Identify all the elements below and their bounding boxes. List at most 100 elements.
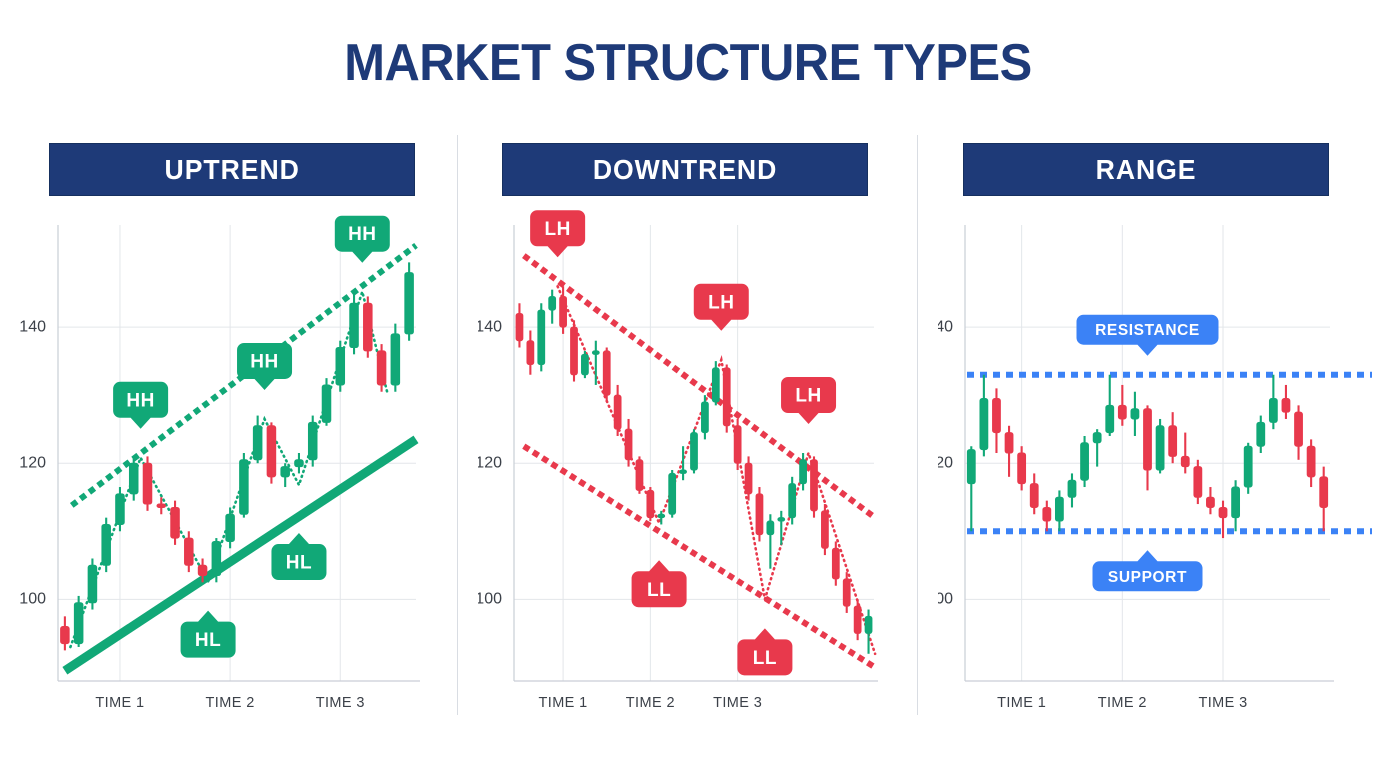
candlestick [853,599,862,641]
candlestick [515,303,524,348]
candle-body [1054,496,1064,522]
candle-body [581,353,589,376]
badge-shape [631,560,687,608]
candlestick [101,517,111,573]
y-axis-tick-label: 140 [938,318,953,335]
candlestick [1054,490,1064,532]
upper-trendline [69,243,418,508]
candle-body [1306,445,1316,478]
candlestick [294,453,304,474]
candle-body [390,333,401,386]
candle-body [1155,425,1165,471]
candlestick [128,456,139,501]
candlestick [602,347,611,402]
panel-header-label: RANGE [1095,153,1197,185]
candlestick [799,453,807,491]
y-axis-tick-label: 120 [20,454,46,471]
structure-label-hh: HH [113,381,169,429]
candle-body [87,564,98,604]
x-axis-tick-label: TIME 1 [997,695,1046,711]
candle-body [252,425,263,461]
badge-shape [271,533,327,581]
candlestick [1243,442,1253,494]
candle-body [101,523,111,566]
candlestick [1193,459,1203,505]
candlestick [690,429,698,474]
candlestick [1206,487,1215,515]
badge-shape [530,210,586,258]
candle-body [679,469,687,474]
badge-label: HL [286,553,312,574]
candle-body [335,347,346,386]
candle-body [1143,408,1152,471]
candle-body [526,340,535,366]
candle-body [1294,411,1303,447]
badge-shape [693,283,749,331]
candle-body [376,350,387,386]
candle-body [570,326,578,376]
badge-label: LH [708,292,734,313]
candlestick [864,609,873,654]
candle-body [142,462,153,505]
candle-body [766,520,775,536]
candlestick [635,456,644,494]
candlestick [581,350,589,379]
candlestick [679,446,687,481]
candlestick [156,497,167,515]
badge-label: LH [544,219,570,240]
candlestick [376,344,387,392]
candlestick [1180,432,1190,474]
candlestick [266,422,277,484]
structure-label-ll: LL [737,628,793,676]
candlestick [810,456,818,518]
candlestick [1117,384,1127,426]
candle-body [1193,466,1203,498]
candlestick [280,463,290,488]
candle-body [1268,398,1278,423]
candlestick [788,476,797,525]
grid-layer: 100 120 140 TIME 1 TIME 2 TIME 3 [938,225,1334,711]
candlestick [252,415,263,464]
candlestick [335,340,346,392]
candle-body [1130,408,1140,420]
chart-downtrend: 100 120 140 TIME 1 TIME 2 TIME 3 LH LH LH LL LL [478,210,878,711]
swing-structure-path [69,286,389,649]
candle-body [799,459,807,485]
candlestick [537,303,546,372]
candlestick [142,456,153,511]
candlestick [591,340,600,385]
candle-layer [515,286,873,654]
panel-header-range: RANGE [963,143,1329,196]
chart-uptrend: 100 120 140 TIME 1 TIME 2 TIME 3 HH HH HH HL HL [20,215,420,711]
candle-body [363,302,373,352]
badge-shape [1076,314,1219,356]
candlestick [307,415,318,467]
candlestick [777,510,786,545]
badge-label: HH [348,224,376,245]
candle-body [73,602,84,645]
candlestick [321,378,332,426]
badge-label: RESISTANCE [1095,322,1200,339]
x-axis-tick-label: TIME 1 [95,695,144,711]
candle-body [280,466,290,478]
candle-body [128,462,139,495]
x-axis-tick-label: TIME 2 [1098,695,1147,711]
panel-header-label: DOWNTREND [592,153,778,185]
candle-body [831,547,840,580]
candlestick [115,487,125,532]
candle-body [1319,476,1329,508]
candlestick [842,572,851,613]
candlestick [821,504,829,556]
candlestick [979,374,989,457]
candlestick [1017,446,1027,491]
candle-body [624,428,633,461]
candle-body [1256,421,1266,447]
structure-label-hl: HL [180,610,236,658]
candle-body [1206,496,1215,508]
candlestick [225,507,235,549]
candle-body [1218,506,1228,519]
candle-body [722,367,731,427]
candlestick [711,361,720,406]
candlestick [1092,429,1102,467]
candle-body [635,459,644,491]
